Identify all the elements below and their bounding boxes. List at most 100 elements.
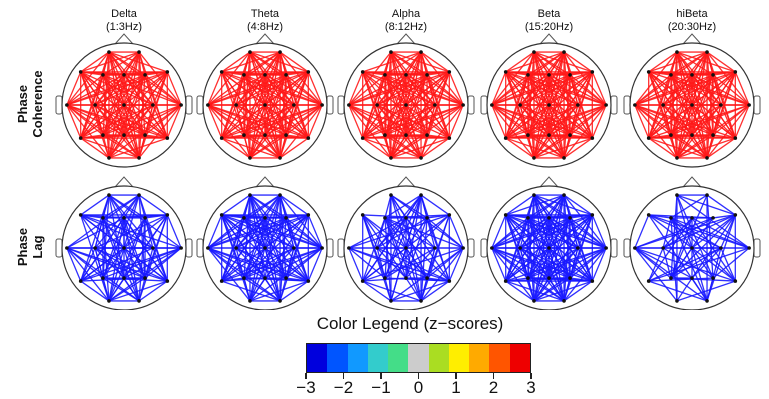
connection-line (243, 217, 323, 249)
connection-line (207, 247, 287, 279)
connection-line (676, 134, 714, 159)
electrode-dot (733, 70, 738, 74)
electrode-dot (360, 213, 365, 217)
connection-line (348, 74, 428, 106)
connection-line (390, 51, 450, 73)
electrode-dot (690, 276, 694, 280)
connection-line (348, 217, 407, 249)
connection-line (221, 247, 295, 282)
band-range: (8:12Hz) (384, 21, 428, 33)
connection-line (548, 277, 565, 302)
connection-line (670, 277, 736, 282)
electrode-dot (78, 213, 83, 217)
electrode-dot (306, 213, 311, 217)
electrode-dot (206, 246, 210, 250)
electrode-dot (503, 136, 508, 140)
connection-line (491, 247, 535, 302)
connection-line (505, 247, 607, 282)
head-map-hibeta-coherence (623, 33, 761, 168)
electrode-dot (425, 133, 429, 137)
band-name: hiBeta (676, 8, 708, 20)
electrode-dot (219, 70, 224, 74)
connection-line (569, 71, 593, 76)
connection-line (491, 214, 593, 249)
electrode-dot (705, 50, 709, 54)
connection-line (94, 74, 125, 106)
connection-line (405, 104, 450, 139)
connection-line (434, 104, 450, 139)
electrode-dot (292, 103, 296, 107)
connection-line (362, 104, 407, 139)
connection-line (80, 247, 125, 282)
electrode-dot (263, 246, 267, 250)
electrode-dot (604, 246, 608, 250)
connection-line (533, 277, 571, 302)
electrode-dot (433, 246, 437, 250)
electrode-dot (705, 299, 709, 303)
connection-line (405, 217, 436, 249)
connection-line (691, 217, 736, 282)
nose-outline (682, 176, 702, 188)
connection-line (670, 247, 722, 279)
head-map-delta-coherence (55, 33, 193, 168)
connection-line (221, 137, 251, 159)
connection-line (279, 51, 309, 73)
electrode-dot (306, 70, 311, 74)
electrode-dot (503, 279, 508, 283)
connection-line (362, 247, 407, 282)
electrode-dot (107, 299, 111, 303)
legend-tick-label: −1 (371, 378, 391, 397)
connection-line (648, 104, 664, 139)
connection-line (362, 247, 464, 282)
electrode-dot (661, 103, 665, 107)
connection-line (505, 104, 550, 139)
connection-line (533, 280, 593, 302)
connection-line (390, 247, 464, 302)
electrode-dot (719, 246, 723, 250)
connection-line (348, 247, 386, 279)
connection-line (94, 104, 168, 139)
connection-line (634, 247, 708, 302)
head-map-delta-lag (55, 176, 193, 310)
connection-line (426, 277, 450, 282)
connection-line (648, 247, 664, 282)
electrode-dot (633, 246, 637, 250)
connection-line (123, 104, 168, 139)
band-range: (4:8Hz) (246, 21, 284, 33)
connection-line (66, 74, 146, 106)
electrode-dot (547, 276, 551, 280)
connection-line (505, 217, 571, 282)
connection-line (676, 280, 736, 302)
left-ear-outline (55, 238, 63, 258)
connection-line (138, 217, 146, 301)
connection-line (384, 74, 464, 106)
connection-line (108, 277, 146, 302)
connection-line (384, 217, 464, 249)
connection-line (293, 247, 309, 282)
connection-line (123, 104, 146, 136)
legend-tick-label: −2 (333, 378, 354, 397)
connection-line (166, 104, 182, 139)
electrode-dot (165, 213, 170, 217)
electrode-dot (137, 156, 141, 160)
connection-line (144, 71, 168, 76)
connection-line (285, 134, 309, 139)
electrode-dot (705, 156, 709, 160)
electrode-dot (547, 73, 551, 77)
connection-line (362, 51, 422, 73)
connection-line (670, 134, 736, 139)
connection-line (207, 74, 287, 106)
connection-line (348, 247, 428, 279)
connection-line (249, 51, 309, 73)
electrode-dot (65, 246, 69, 250)
connection-line (80, 217, 125, 282)
electrode-dot (263, 103, 267, 107)
electrode-dot (419, 156, 423, 160)
connection-line (591, 104, 607, 139)
electrode-dot (165, 70, 170, 74)
connection-line (376, 217, 407, 249)
connection-line (491, 104, 507, 139)
electrode-dot (562, 50, 566, 54)
connection-line (384, 134, 392, 159)
connection-line (362, 217, 386, 282)
